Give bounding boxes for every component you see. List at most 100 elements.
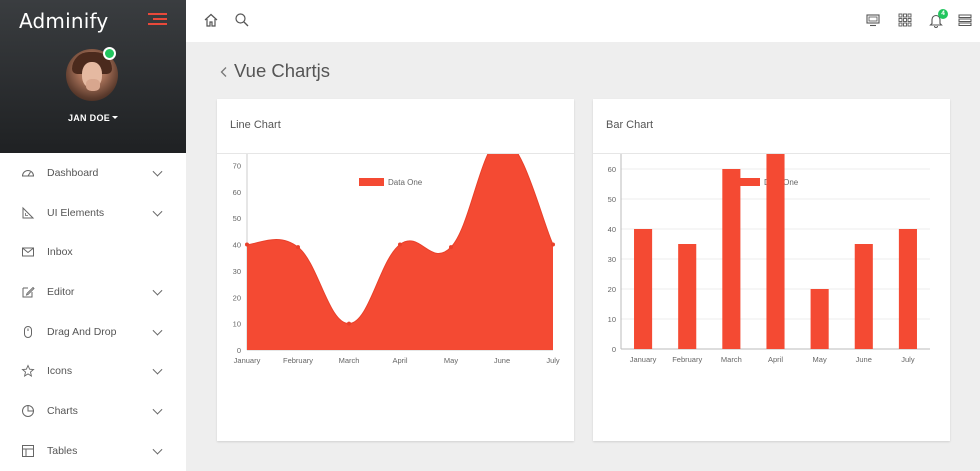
sidebar: Adminify JAN DOE Dashboard UI Elements Inb… <box>0 0 186 471</box>
apps-grid-icon[interactable] <box>897 12 913 28</box>
mouse-icon <box>24 325 32 338</box>
bar-chart-card: Bar Chart Data One010203040506070January… <box>593 99 950 441</box>
x-tick-label: June <box>856 355 872 364</box>
pie-chart-icon <box>22 404 34 417</box>
notification-badge: 4 <box>938 9 948 19</box>
username-label: JAN DOE <box>67 113 111 123</box>
y-tick-label: 40 <box>608 225 616 234</box>
online-status-icon <box>103 47 116 60</box>
chevron-down-icon <box>152 364 163 375</box>
line-chart-card-title: Line Chart <box>230 119 281 131</box>
ruler-icon <box>22 206 35 219</box>
sidebar-item-label: UI Elements <box>47 206 105 219</box>
x-tick-label: February <box>283 356 313 365</box>
x-tick-label: July <box>901 355 915 364</box>
mail-icon <box>22 247 34 257</box>
data-point-february <box>296 245 300 250</box>
legend-label: Data One <box>388 178 423 187</box>
sidebar-item-label: Inbox <box>47 246 73 259</box>
sidebar-item-tables[interactable]: Tables <box>0 431 186 471</box>
y-tick-label: 10 <box>608 315 616 324</box>
sidebar-item-icons[interactable]: Icons <box>0 351 186 391</box>
sidebar-item-label: Charts <box>47 404 78 417</box>
chevron-down-icon <box>152 444 163 455</box>
data-point-april <box>398 242 402 247</box>
y-tick-label: 70 <box>233 161 241 170</box>
line-chart: Data One01020304050607080JanuaryFebruary… <box>233 154 560 365</box>
sidebar-item-drag-and-drop[interactable]: Drag And Drop <box>0 312 186 352</box>
x-tick-label: April <box>768 355 783 364</box>
y-tick-label: 20 <box>608 285 616 294</box>
x-tick-label: March <box>721 355 742 364</box>
line-chart-card: Line Chart Data One01020304050607080Janu… <box>217 99 574 441</box>
bar-january <box>634 229 653 349</box>
sidebar-header: Adminify JAN DOE <box>0 0 186 153</box>
sidebar-item-label: Icons <box>47 365 73 378</box>
y-tick-label: 0 <box>612 345 616 354</box>
sidebar-item-charts[interactable]: Charts <box>0 391 186 431</box>
sidebar-item-ui-elements[interactable]: UI Elements <box>0 193 186 233</box>
x-tick-label: February <box>672 355 702 364</box>
home-icon[interactable] <box>203 12 219 28</box>
y-tick-label: 0 <box>237 346 241 355</box>
chevron-down-icon <box>152 325 163 336</box>
chevron-down-icon <box>152 206 163 217</box>
y-tick-label: 50 <box>233 214 241 223</box>
x-tick-label: July <box>546 356 560 365</box>
chevron-down-icon <box>152 285 163 296</box>
bar-june <box>854 244 873 349</box>
sidebar-item-label: Drag And Drop <box>47 325 117 338</box>
x-tick-label: January <box>234 356 261 365</box>
bar-march <box>722 169 741 349</box>
sidebar-item-label: Dashboard <box>47 166 99 179</box>
search-icon[interactable] <box>234 12 250 28</box>
y-tick-label: 30 <box>608 255 616 264</box>
y-tick-label: 50 <box>608 195 616 204</box>
data-point-january <box>245 242 249 247</box>
x-tick-label: May <box>813 355 827 364</box>
data-point-march <box>347 321 351 326</box>
sidebar-item-label: Tables <box>47 444 78 457</box>
bar-may <box>810 289 829 349</box>
y-tick-label: 40 <box>233 241 241 250</box>
x-tick-label: April <box>392 356 407 365</box>
caret-down-icon <box>112 116 119 120</box>
x-tick-label: May <box>444 356 458 365</box>
bar-july <box>898 229 917 349</box>
star-icon <box>21 364 35 378</box>
sidebar-item-inbox[interactable]: Inbox <box>0 232 186 272</box>
y-tick-label: 10 <box>233 320 241 329</box>
legend-swatch <box>359 178 384 186</box>
series-area-data-one <box>247 154 553 350</box>
y-tick-label: 30 <box>233 267 241 276</box>
x-tick-label: June <box>494 356 510 365</box>
sidebar-item-editor[interactable]: Editor <box>0 272 186 312</box>
chevron-down-icon <box>152 404 163 415</box>
brand-logo[interactable]: Adminify <box>19 9 109 33</box>
table-icon <box>22 444 34 457</box>
sidebar-nav: Dashboard UI Elements Inbox Editor Drag And … <box>0 153 186 471</box>
y-tick-label: 60 <box>233 188 241 197</box>
sidebar-item-label: Editor <box>47 285 75 298</box>
monitor-icon[interactable] <box>865 12 881 28</box>
y-tick-label: 20 <box>233 293 241 302</box>
user-menu[interactable]: JAN DOE <box>0 113 186 123</box>
hamburger-menu-icon[interactable] <box>148 13 167 25</box>
bar-april <box>766 154 785 349</box>
back-chevron-icon[interactable] <box>218 66 230 78</box>
x-tick-label: March <box>339 356 360 365</box>
series-line-data-one <box>246 154 554 325</box>
dashboard-icon <box>21 169 35 177</box>
settings-list-icon[interactable] <box>957 12 973 28</box>
sidebar-item-dashboard[interactable]: Dashboard <box>0 153 186 193</box>
card-divider <box>217 153 574 154</box>
bar-chart: Data One010203040506070JanuaryFebruaryMa… <box>608 154 930 364</box>
x-tick-label: January <box>630 355 657 364</box>
bar-chart-card-title: Bar Chart <box>606 119 654 131</box>
top-bar <box>186 0 980 42</box>
edit-icon <box>22 286 35 298</box>
chevron-down-icon <box>152 166 163 177</box>
legend-swatch <box>735 178 760 186</box>
page-title: Vue Chartjs <box>234 60 330 81</box>
y-tick-label: 60 <box>608 165 616 174</box>
